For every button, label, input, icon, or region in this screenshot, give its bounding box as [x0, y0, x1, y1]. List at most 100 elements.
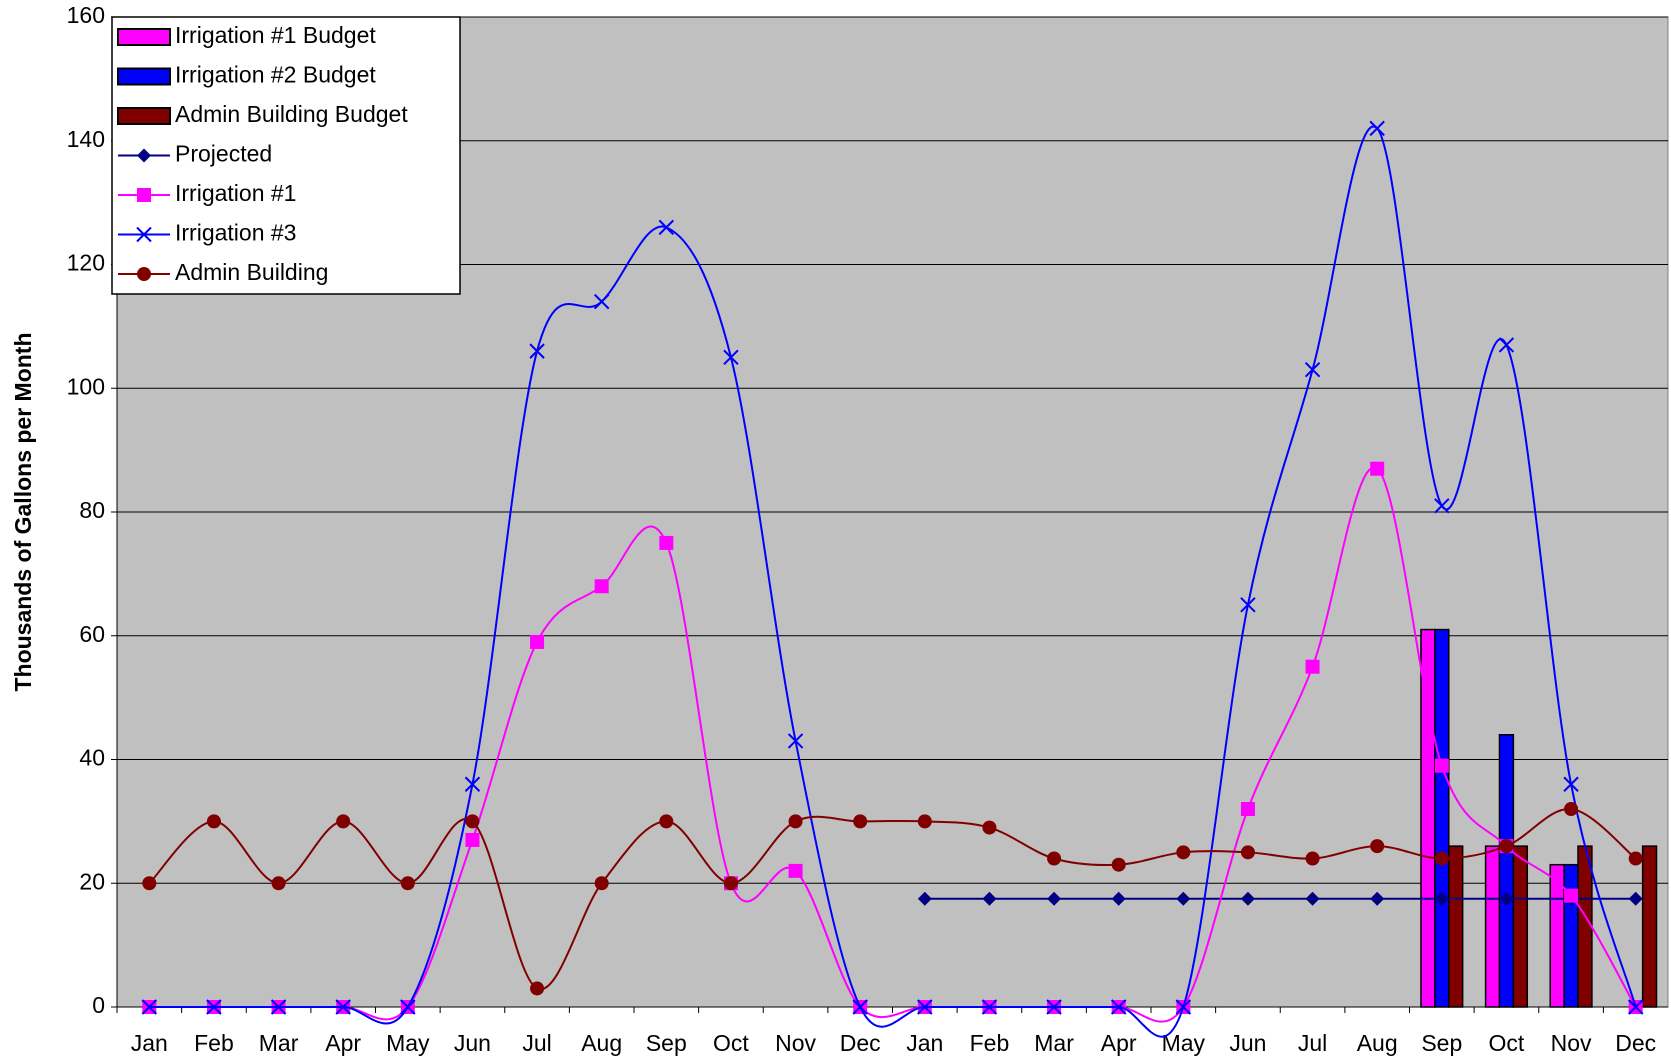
marker: [400, 876, 415, 891]
marker: [788, 863, 803, 878]
legend-label: Irrigation #3: [175, 220, 296, 246]
x-tick-label: Nov: [775, 1030, 816, 1056]
x-tick-label: Oct: [713, 1030, 749, 1056]
marker: [400, 999, 416, 1015]
bar: [1512, 845, 1529, 1008]
marker: [982, 820, 997, 835]
marker: [917, 891, 932, 906]
bar: [1577, 845, 1593, 1008]
marker: [787, 733, 804, 749]
marker: [1046, 999, 1062, 1015]
marker: [336, 814, 351, 829]
x-tick-label: Jan: [131, 1030, 168, 1056]
marker: [530, 981, 545, 996]
marker: [1369, 120, 1385, 137]
marker: [1047, 891, 1062, 906]
marker: [464, 776, 481, 792]
legend-label: Projected: [175, 141, 272, 167]
marker: [1176, 891, 1191, 906]
marker: [982, 891, 997, 906]
marker: [465, 832, 480, 847]
x-tick-label: Apr: [325, 1030, 361, 1056]
legend-label: Irrigation #1 Budget: [175, 22, 376, 48]
marker: [658, 219, 675, 236]
marker: [853, 814, 868, 829]
marker: [659, 814, 674, 829]
marker: [1047, 851, 1062, 866]
marker: [659, 535, 674, 550]
bar: [1434, 628, 1450, 1008]
x-tick-label: Mar: [1034, 1030, 1074, 1056]
marker: [1240, 597, 1256, 613]
marker: [530, 634, 545, 649]
marker: [137, 267, 151, 281]
bar: [1484, 845, 1501, 1008]
x-tick-label: Jul: [1298, 1030, 1327, 1056]
marker: [137, 148, 151, 163]
line: [149, 466, 1637, 1023]
x-tick-label: Nov: [1551, 1030, 1592, 1056]
y-tick-label: 80: [79, 497, 105, 523]
y-axis-label: Thousands of Gallons per Month: [10, 332, 36, 691]
x-tick-label: Aug: [1357, 1030, 1398, 1056]
bar: [1420, 628, 1436, 1008]
marker: [136, 226, 152, 243]
legend-label: Admin Building Budget: [175, 101, 408, 127]
marker: [1628, 891, 1643, 906]
bar: [1563, 863, 1579, 1008]
marker: [271, 876, 286, 891]
legend-label: Irrigation #1: [175, 180, 296, 206]
marker: [335, 999, 351, 1015]
x-tick-label: Jun: [454, 1030, 491, 1056]
marker: [206, 999, 222, 1015]
x-tick-label: Feb: [194, 1030, 234, 1056]
marker: [593, 293, 610, 310]
marker: [1305, 891, 1320, 906]
marker: [594, 876, 609, 891]
y-tick-label: 120: [67, 250, 105, 276]
marker: [594, 579, 609, 594]
marker: [1499, 891, 1514, 906]
x-tick-label: Dec: [1615, 1030, 1656, 1056]
marker: [1305, 659, 1320, 674]
marker: [981, 999, 998, 1015]
x-tick-label: Sep: [646, 1030, 687, 1056]
y-tick-label: 40: [79, 745, 105, 771]
x-tick-label: Mar: [259, 1030, 299, 1056]
marker: [137, 188, 151, 202]
marker: [1370, 891, 1385, 906]
marker: [1564, 802, 1579, 816]
x-tick-label: Apr: [1101, 1030, 1137, 1056]
legend-label: Admin Building: [175, 259, 328, 285]
marker: [1240, 891, 1255, 906]
y-tick-label: 140: [67, 126, 105, 152]
marker: [1564, 888, 1579, 903]
x-tick-label: Aug: [581, 1030, 622, 1056]
marker: [1499, 839, 1514, 854]
marker: [1370, 839, 1385, 854]
marker: [206, 814, 221, 829]
x-tick-label: Jun: [1229, 1030, 1266, 1056]
marker: [1434, 498, 1450, 514]
marker: [1498, 337, 1515, 353]
legend-swatch: [117, 28, 171, 46]
marker: [1111, 857, 1126, 872]
marker: [1434, 758, 1449, 773]
marker: [465, 814, 480, 829]
marker: [723, 876, 738, 891]
marker: [142, 876, 157, 891]
marker: [723, 349, 739, 366]
y-tick-label: 0: [92, 992, 105, 1018]
x-tick-label: Oct: [1489, 1030, 1525, 1056]
y-tick-label: 160: [67, 2, 105, 28]
marker: [1628, 851, 1643, 866]
marker: [1370, 461, 1385, 476]
legend-swatch: [117, 107, 171, 125]
x-tick-label: Sep: [1421, 1030, 1462, 1056]
y-tick-label: 100: [67, 373, 105, 399]
marker: [852, 999, 868, 1015]
marker: [1176, 845, 1191, 860]
marker: [1627, 999, 1644, 1015]
marker: [1240, 845, 1255, 860]
